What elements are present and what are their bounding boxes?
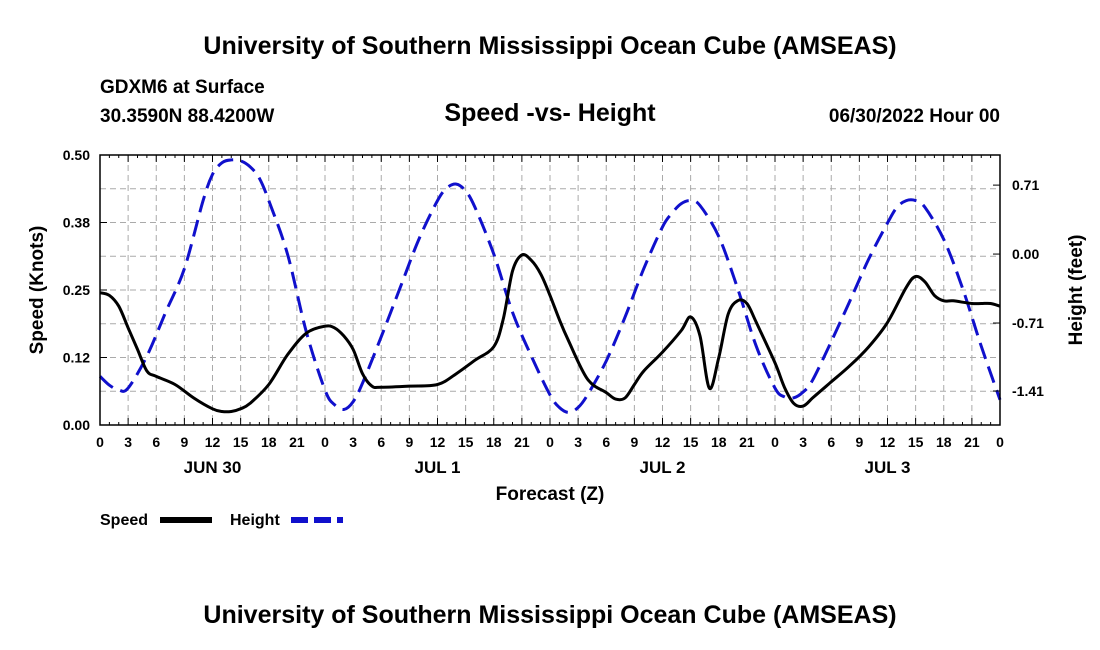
y2-tick-label: 0.00 [1012,246,1039,262]
x-tick-label: 0 [996,434,1004,450]
x-tick-label: 9 [180,434,188,450]
y-axis-title: Speed (Knots) [27,226,48,355]
x-tick-label: 18 [261,434,277,450]
x-tick-label: 0 [771,434,779,450]
x-tick-label: 3 [349,434,357,450]
axis-layer: 0 3 6 9 12 15 18 21 0 3 6 9 12 15 18 21 0 3 6 9 12 15 18 21 0 3 6 9… [63,147,1044,477]
x-tick-label: 6 [827,434,835,450]
x-tick-label: 9 [855,434,863,450]
height-series-line [98,158,1002,414]
speed-series-line [99,252,1001,414]
day-label: JUL 1 [415,458,461,477]
x-tick-label: 0 [321,434,329,450]
x-tick-label: 9 [630,434,638,450]
x-tick-label: 21 [289,434,305,450]
chart-subtitle: Speed -vs- Height [444,99,656,127]
x-tick-label: 15 [233,434,249,450]
grid-layer [100,155,1000,425]
x-tick-label: 9 [405,434,413,450]
x-tick-label: 3 [799,434,807,450]
x-tick-label: 12 [655,434,671,450]
x-tick-label: 6 [152,434,160,450]
legend: Speed Height [100,512,343,529]
chart-title-bottom: University of Southern Mississippi Ocean… [203,601,897,629]
x-tick-label: 3 [124,434,132,450]
legend-label: Height [230,512,280,529]
x-tick-label: 12 [430,434,446,450]
station-coords: 30.3590N 88.4200W [100,106,275,127]
day-label: JUL 2 [640,458,686,477]
chart-title-top: University of Southern Mississippi Ocean… [203,32,897,60]
y2-axis-title: Height (feet) [1066,235,1087,346]
x-tick-label: 15 [683,434,699,450]
day-label: JUL 3 [865,458,911,477]
forecast-datetime: 06/30/2022 Hour 00 [828,106,1000,127]
x-tick-label: 12 [205,434,221,450]
station-name: GDXM6 at Surface [100,77,265,98]
y2-tick-label: -1.41 [1012,383,1044,399]
series-layer [98,158,1002,414]
y2-tick-label: -0.71 [1012,315,1044,331]
x-tick-label: 15 [458,434,474,450]
x-tick-label: 21 [514,434,530,450]
y-tick-label: 0.12 [63,350,90,366]
y2-tick-label: 0.71 [1012,177,1039,193]
x-tick-label: 21 [964,434,980,450]
y-tick-label: 0.25 [63,282,90,298]
x-tick-label: 0 [546,434,554,450]
x-tick-label: 6 [377,434,385,450]
x-tick-label: 3 [574,434,582,450]
x-tick-label: 18 [486,434,502,450]
x-tick-label: 18 [936,434,952,450]
x-tick-label: 21 [739,434,755,450]
x-tick-label: 0 [96,434,104,450]
y-tick-label: 0.38 [63,215,90,231]
y-tick-label: 0.00 [63,417,90,433]
x-tick-label: 6 [602,434,610,450]
x-tick-label: 15 [908,434,924,450]
legend-label: Speed [100,512,148,529]
day-label: JUN 30 [184,458,242,477]
x-tick-label: 12 [880,434,896,450]
x-tick-label: 18 [711,434,727,450]
y-tick-label: 0.50 [63,147,90,163]
x-axis-title: Forecast (Z) [496,484,605,505]
